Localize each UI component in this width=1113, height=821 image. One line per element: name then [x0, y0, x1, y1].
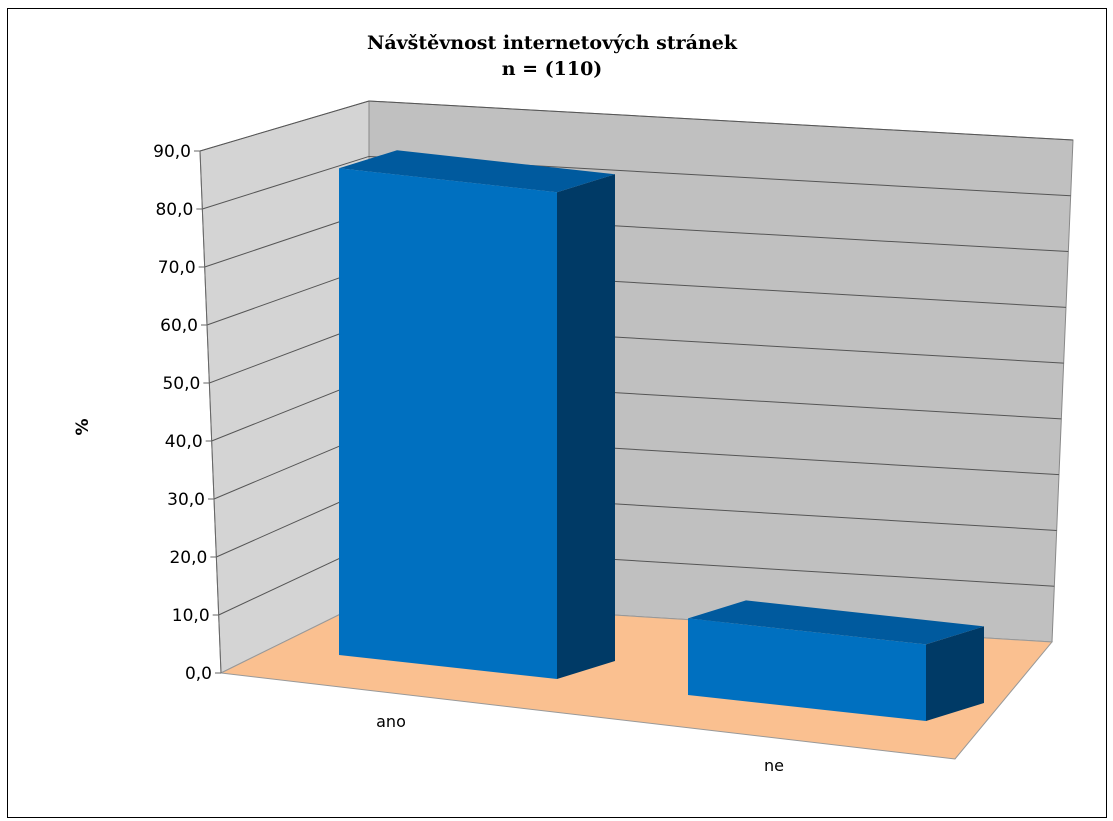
y-axis-label: % — [73, 418, 93, 435]
x-category-label: ano — [376, 712, 406, 731]
bars — [339, 150, 984, 721]
y-tick-label: 30,0 — [167, 490, 205, 510]
y-tick-label: 80,0 — [155, 200, 193, 220]
bar-side-face — [557, 174, 615, 679]
chart-subtitle: n = (110) — [502, 58, 603, 80]
y-tick-label: 50,0 — [162, 374, 200, 394]
bar-ne — [688, 600, 984, 721]
y-tick-label: 90,0 — [153, 142, 191, 162]
bar-front-face — [339, 168, 557, 679]
bar-front-face — [688, 618, 926, 721]
y-tick-label: 20,0 — [169, 548, 207, 568]
y-tick-label: 40,0 — [165, 432, 203, 452]
y-tick-labels: 0,0 10,0 20,0 30,0 40,0 50,0 60,0 70,0 80,0 90,0 — [153, 142, 212, 684]
bar-side-face — [926, 626, 984, 721]
y-axis-line — [199, 150, 222, 674]
gridline-side — [202, 155, 370, 210]
x-category-labels: ano ne — [376, 712, 784, 775]
y-tick-label: 0,0 — [185, 664, 212, 684]
chart-title: Návštěvnost internetových stránek — [367, 32, 738, 54]
chart-svg: 0,010,020,030,040,050,060,070,080,090,0 … — [73, 32, 1074, 775]
y-tick-label: 60,0 — [160, 316, 198, 336]
x-category-label: ne — [764, 756, 784, 775]
y-tick-label: 10,0 — [172, 606, 210, 626]
bar-ano — [339, 150, 615, 679]
gridline-back — [368, 100, 1074, 141]
gridline-side — [199, 100, 370, 152]
bar-top-face — [688, 600, 984, 645]
bar-top-face — [339, 150, 615, 193]
y-tick-label: 70,0 — [158, 258, 196, 278]
chart-frame: 0,0 10,0 20,0 30,0 40,0 50,0 60,0 70,0 80,0 90,0 … — [7, 8, 1107, 818]
